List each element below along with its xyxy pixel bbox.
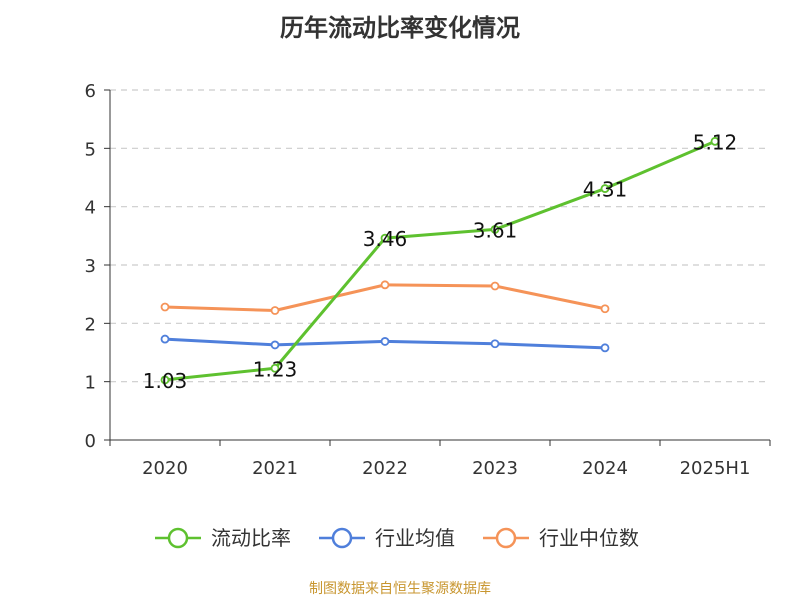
series-line — [164, 139, 716, 382]
data-point — [160, 334, 170, 344]
series-lines — [160, 136, 720, 385]
data-point — [490, 339, 500, 349]
data-point — [600, 343, 610, 353]
data-point — [490, 225, 500, 234]
y-tick-label: 1 — [85, 373, 96, 394]
data-point — [600, 184, 610, 193]
data-point — [380, 280, 390, 290]
data-point — [270, 340, 280, 350]
grid-lines — [110, 89, 770, 383]
x-tick-label: 2020 — [142, 458, 188, 479]
legend-marker — [167, 527, 189, 549]
y-tick-label: 6 — [85, 81, 96, 102]
data-labels: 1.03 1.23 3.46 3.61 4.31 5.12 — [143, 130, 738, 393]
data-label: 3.46 — [363, 227, 408, 251]
data-label: 4.31 — [583, 178, 628, 202]
data-label: 5.12 — [693, 130, 738, 154]
legend-item[interactable]: 行业中位数 — [483, 526, 639, 550]
source-note: 制图数据来自恒生聚源数据库 — [309, 581, 491, 597]
y-tick-label: 5 — [85, 139, 96, 160]
y-tick-label: 0 — [85, 431, 96, 452]
data-point — [600, 304, 610, 314]
data-point — [710, 136, 720, 146]
legend: 流动比率 行业均值 行业中位数 — [155, 526, 639, 550]
data-point — [270, 363, 280, 373]
legend-item[interactable]: 行业均值 — [319, 526, 455, 550]
x-tick-label: 2024 — [582, 458, 628, 479]
axes: 0 1 2 3 4 5 6 2020 2021 2022 2023 2024 2025H1 — [85, 81, 771, 479]
x-tick-label: 2021 — [252, 458, 298, 479]
legend-marker — [331, 527, 353, 549]
data-point — [160, 375, 170, 385]
data-label: 3.61 — [473, 218, 518, 242]
legend-label: 行业中位数 — [539, 526, 639, 550]
data-point — [380, 337, 390, 346]
data-label: 1.23 — [253, 357, 298, 381]
y-tick-label: 3 — [85, 256, 96, 277]
x-tick-label: 2022 — [362, 458, 408, 479]
legend-label: 行业均值 — [375, 526, 455, 550]
x-tick-label: 2025H1 — [680, 458, 751, 479]
y-tick-label: 2 — [85, 314, 96, 335]
x-tick-label: 2023 — [472, 458, 518, 479]
legend-marker — [495, 527, 517, 549]
data-point — [270, 306, 280, 315]
data-point — [160, 302, 170, 312]
chart-title: 历年流动比率变化情况 — [280, 14, 520, 42]
legend-item[interactable]: 流动比率 — [155, 526, 291, 550]
data-label: 1.03 — [143, 369, 188, 393]
y-tick-label: 4 — [85, 198, 96, 219]
legend-label: 流动比率 — [211, 526, 291, 550]
data-point — [490, 281, 500, 291]
data-point — [380, 233, 390, 243]
